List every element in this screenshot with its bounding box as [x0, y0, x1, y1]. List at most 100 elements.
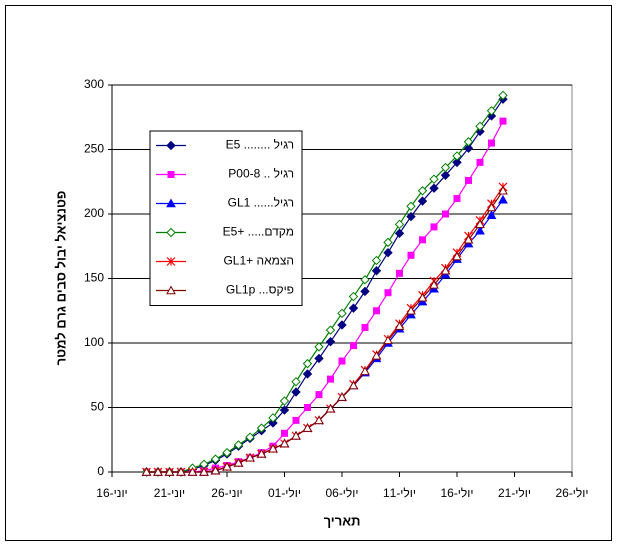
marker	[268, 443, 278, 453]
marker	[463, 143, 474, 153]
marker	[279, 405, 290, 415]
marker	[429, 183, 439, 193]
marker	[245, 432, 255, 442]
marker	[167, 171, 175, 178]
marker	[166, 198, 176, 208]
marker	[141, 466, 152, 476]
y-tick-label: 300	[84, 77, 104, 91]
marker	[337, 308, 347, 319]
marker	[383, 335, 393, 345]
marker	[350, 342, 357, 350]
marker	[417, 186, 428, 196]
marker	[475, 225, 485, 235]
marker	[406, 305, 416, 315]
marker	[417, 196, 428, 206]
marker	[304, 404, 311, 411]
x-tick-label: יולי-16	[440, 486, 473, 500]
marker	[337, 392, 347, 401]
marker	[430, 223, 438, 231]
marker	[371, 266, 382, 276]
marker	[486, 106, 497, 116]
marker	[199, 466, 209, 476]
marker	[417, 292, 428, 302]
y-tick-label: 0	[97, 464, 104, 478]
marker	[486, 202, 497, 212]
marker	[361, 324, 369, 332]
marker	[360, 366, 370, 376]
marker	[166, 285, 176, 295]
x-tick-label: יולי-01	[268, 486, 301, 500]
marker	[348, 380, 359, 390]
x-tick-label: יולי-06	[325, 486, 358, 500]
marker	[360, 275, 370, 285]
marker	[463, 137, 474, 147]
marker	[498, 185, 508, 195]
marker	[268, 413, 278, 423]
marker	[164, 466, 175, 476]
marker	[406, 201, 416, 211]
marker	[233, 440, 244, 450]
marker	[476, 158, 484, 166]
marker	[360, 286, 370, 297]
marker	[498, 90, 508, 101]
marker	[245, 452, 255, 462]
marker	[314, 342, 324, 352]
marker	[256, 423, 267, 433]
legend: רגיל ........ E5 רגיל .. P00-8 רגיל...... …	[149, 130, 303, 306]
marker	[452, 251, 462, 261]
marker	[327, 375, 334, 383]
legend-label: פיקס... GL1p	[226, 283, 294, 297]
marker	[465, 176, 472, 184]
marker	[442, 210, 449, 218]
legend-label: הצמאה +GL1	[223, 254, 294, 268]
marker	[210, 454, 221, 464]
x-tick-label: יולי-26	[555, 486, 588, 500]
marker	[222, 447, 232, 458]
marker	[256, 448, 267, 458]
marker	[383, 247, 393, 258]
marker	[463, 234, 474, 244]
marker	[498, 194, 508, 204]
legend-box	[149, 130, 303, 306]
marker	[486, 210, 497, 219]
marker	[337, 320, 347, 330]
marker	[429, 279, 439, 289]
y-tick-label: 200	[84, 206, 104, 220]
legend-label: מקדם..... +E5	[223, 225, 294, 239]
marker	[279, 438, 290, 448]
marker	[373, 307, 380, 315]
legend-label: רגיל...... GL1	[228, 196, 294, 210]
marker	[176, 466, 186, 476]
marker	[153, 466, 163, 476]
marker	[166, 257, 176, 266]
marker	[291, 376, 301, 387]
marker	[452, 157, 462, 168]
marker	[279, 396, 290, 406]
y-tick-label: 100	[84, 335, 104, 349]
marker	[302, 423, 313, 432]
x-axis-title: תאריך	[324, 513, 361, 528]
x-tick-label: יוני-21	[154, 486, 185, 500]
marker	[475, 219, 485, 229]
marker	[407, 251, 415, 259]
marker	[394, 321, 405, 330]
y-tick-label: 50	[91, 400, 105, 414]
marker	[429, 174, 439, 184]
marker	[338, 357, 346, 365]
marker	[222, 461, 232, 471]
marker	[396, 269, 403, 277]
marker	[475, 121, 485, 131]
marker	[440, 162, 451, 173]
legend-label: רגיל ........ E5	[226, 138, 294, 152]
marker	[371, 350, 382, 360]
marker	[314, 415, 324, 425]
y-axis-title: פטנציאל יבול סבים גרם למטר	[53, 191, 68, 366]
marker	[488, 139, 495, 147]
marker	[440, 265, 451, 275]
marker	[348, 303, 359, 313]
marker	[315, 391, 323, 399]
marker	[233, 457, 244, 467]
marker	[325, 325, 336, 335]
marker	[268, 418, 278, 428]
